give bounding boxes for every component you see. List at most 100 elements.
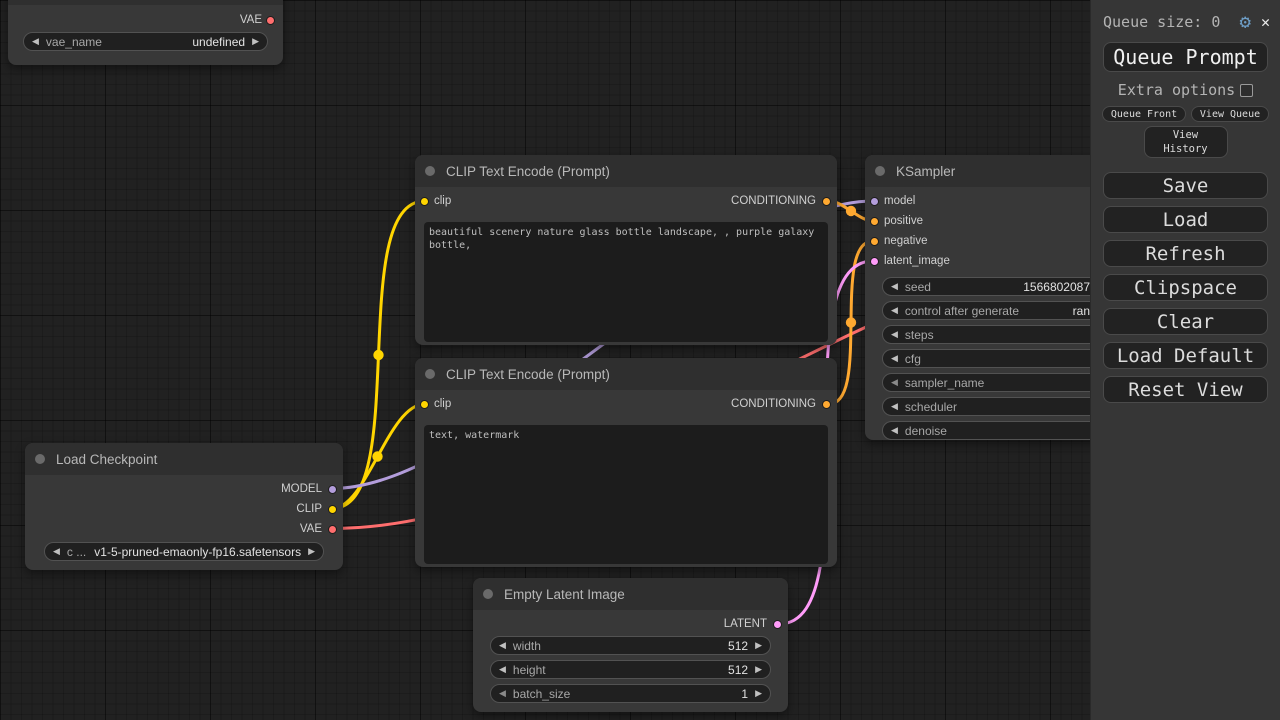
conditioning-output-slot[interactable] bbox=[822, 399, 831, 409]
increment-arrow-icon[interactable]: ▶ bbox=[252, 36, 259, 46]
prompt-textarea[interactable]: text, watermark bbox=[424, 425, 828, 564]
increment-arrow-icon[interactable]: ▶ bbox=[755, 640, 762, 650]
latent-output-slot[interactable] bbox=[773, 619, 782, 629]
node-title-bar[interactable] bbox=[8, 0, 283, 5]
widget-value: 1566802087 bbox=[1023, 279, 1090, 294]
decrement-arrow-icon[interactable]: ◀ bbox=[32, 36, 39, 46]
load-button[interactable]: Load bbox=[1103, 206, 1268, 233]
collapse-dot[interactable] bbox=[425, 369, 435, 379]
widget-label: cfg bbox=[904, 351, 921, 366]
vae-output-slot[interactable] bbox=[266, 15, 275, 25]
prompt-textarea[interactable]: beautiful scenery nature glass bottle la… bbox=[424, 222, 828, 342]
negative-input-slot[interactable] bbox=[870, 236, 879, 246]
slot-row: model bbox=[865, 191, 1165, 211]
clear-button[interactable]: Clear bbox=[1103, 308, 1268, 335]
conditioning-output-slot[interactable] bbox=[822, 196, 831, 206]
vae-output-slot[interactable] bbox=[328, 524, 337, 534]
node-title-bar[interactable]: Load Checkpoint bbox=[25, 443, 343, 475]
slot-row: CLIP bbox=[25, 499, 343, 519]
widget-denoise[interactable]: ◀ denoise bbox=[882, 421, 1148, 440]
decrement-arrow-icon[interactable]: ◀ bbox=[891, 305, 898, 315]
save-button[interactable]: Save bbox=[1103, 172, 1268, 199]
increment-arrow-icon[interactable]: ▶ bbox=[308, 546, 315, 556]
widget-height[interactable]: ◀ height 512 ▶ bbox=[490, 660, 771, 679]
widget-steps[interactable]: ◀ steps bbox=[882, 325, 1148, 344]
load-checkpoint-node[interactable]: Load Checkpoint MODEL CLIP VAE ◀ c ... v… bbox=[25, 443, 343, 570]
clip-output-slot[interactable] bbox=[328, 504, 337, 514]
collapse-dot[interactable] bbox=[875, 166, 885, 176]
slot-row: VAE bbox=[25, 519, 343, 539]
clipspace-button[interactable]: Clipspace bbox=[1103, 274, 1268, 301]
node-title-bar[interactable]: CLIP Text Encode (Prompt) bbox=[415, 358, 837, 390]
widget-batch-size[interactable]: ◀ batch_size 1 ▶ bbox=[490, 684, 771, 703]
positive-prompt-node[interactable]: CLIP Text Encode (Prompt) clip CONDITION… bbox=[415, 155, 837, 345]
collapse-dot[interactable] bbox=[425, 166, 435, 176]
view-history-button[interactable]: View History bbox=[1143, 126, 1228, 158]
node-title-bar[interactable]: Empty Latent Image bbox=[473, 578, 788, 610]
model-input-slot[interactable] bbox=[870, 196, 879, 206]
widget-vae-name[interactable]: ◀ vae_name undefined ▶ bbox=[23, 32, 268, 51]
decrement-arrow-icon[interactable]: ◀ bbox=[891, 329, 898, 339]
latent-image-input-label: latent_image bbox=[884, 255, 950, 267]
decrement-arrow-icon[interactable]: ◀ bbox=[891, 425, 898, 435]
decrement-arrow-icon[interactable]: ◀ bbox=[891, 353, 898, 363]
clip-input-slot[interactable] bbox=[420, 399, 429, 409]
node-title-bar[interactable]: CLIP Text Encode (Prompt) bbox=[415, 155, 837, 187]
widget-sampler-name[interactable]: ◀ sampler_name bbox=[882, 373, 1148, 392]
decrement-arrow-icon[interactable]: ◀ bbox=[891, 401, 898, 411]
extra-options-row: Extra options bbox=[1091, 81, 1280, 99]
widget-label: scheduler bbox=[904, 399, 957, 414]
queue-front-button[interactable]: Queue Front bbox=[1102, 106, 1187, 122]
model-output-slot[interactable] bbox=[328, 484, 337, 494]
decrement-arrow-icon[interactable]: ◀ bbox=[53, 546, 60, 556]
latent-image-input-slot[interactable] bbox=[870, 256, 879, 266]
settings-gear-icon[interactable]: ⚙ bbox=[1239, 10, 1251, 33]
view-history-line1: View bbox=[1172, 128, 1199, 141]
empty-latent-node[interactable]: Empty Latent Image LATENT ◀ width 512 ▶ … bbox=[473, 578, 788, 712]
widget-label: c ... bbox=[66, 544, 87, 559]
model-output-label: MODEL bbox=[281, 483, 322, 495]
extra-options-label: Extra options bbox=[1117, 81, 1236, 99]
positive-input-slot[interactable] bbox=[870, 216, 879, 226]
collapse-dot[interactable] bbox=[483, 589, 493, 599]
view-history-line2: History bbox=[1163, 143, 1208, 155]
queue-size-label: Queue size: 0 bbox=[1103, 13, 1221, 31]
widget-ckpt-name[interactable]: ◀ c ... v1-5-pruned-emaonly-fp16.safeten… bbox=[44, 542, 324, 561]
decrement-arrow-icon[interactable]: ◀ bbox=[891, 377, 898, 387]
node-title: CLIP Text Encode (Prompt) bbox=[446, 163, 610, 179]
widget-label: control after generate bbox=[904, 303, 1019, 318]
conditioning-output-label: CONDITIONING bbox=[731, 195, 816, 207]
clip-input-label: clip bbox=[434, 398, 452, 410]
increment-arrow-icon[interactable]: ▶ bbox=[755, 664, 762, 674]
widget-cfg[interactable]: ◀ cfg bbox=[882, 349, 1148, 368]
widget-seed[interactable]: ◀ seed 1566802087 bbox=[882, 277, 1148, 296]
decrement-arrow-icon[interactable]: ◀ bbox=[499, 664, 506, 674]
queue-prompt-button[interactable]: Queue Prompt bbox=[1103, 42, 1268, 72]
extra-options-checkbox[interactable] bbox=[1240, 83, 1254, 97]
widget-control-after-generate[interactable]: ◀ control after generate ran bbox=[882, 301, 1148, 320]
widget-scheduler[interactable]: ◀ scheduler bbox=[882, 397, 1148, 416]
node-title: Empty Latent Image bbox=[504, 586, 625, 602]
widget-label: batch_size bbox=[512, 686, 571, 701]
conditioning-output-label: CONDITIONING bbox=[731, 398, 816, 410]
refresh-button[interactable]: Refresh bbox=[1103, 240, 1268, 267]
vae-loader-node[interactable]: VAE ◀ vae_name undefined ▶ bbox=[8, 0, 283, 65]
decrement-arrow-icon[interactable]: ◀ bbox=[499, 688, 506, 698]
increment-arrow-icon[interactable]: ▶ bbox=[755, 688, 762, 698]
vae-output-label: VAE bbox=[239, 14, 262, 26]
slot-row: MODEL bbox=[25, 479, 343, 499]
slot-row: clip CONDITIONING bbox=[415, 394, 837, 414]
close-icon[interactable]: ✕ bbox=[1260, 12, 1270, 31]
clip-input-slot[interactable] bbox=[420, 196, 429, 206]
widget-label: sampler_name bbox=[904, 375, 985, 390]
view-queue-button[interactable]: View Queue bbox=[1191, 106, 1270, 122]
slot-row: positive bbox=[865, 211, 1165, 231]
collapse-dot[interactable] bbox=[35, 454, 45, 464]
menu-header: Queue size: 0 ⚙ ✕ bbox=[1091, 0, 1280, 34]
decrement-arrow-icon[interactable]: ◀ bbox=[891, 281, 898, 291]
load-default-button[interactable]: Load Default bbox=[1103, 342, 1268, 369]
negative-prompt-node[interactable]: CLIP Text Encode (Prompt) clip CONDITION… bbox=[415, 358, 837, 567]
widget-width[interactable]: ◀ width 512 ▶ bbox=[490, 636, 771, 655]
decrement-arrow-icon[interactable]: ◀ bbox=[499, 640, 506, 650]
reset-view-button[interactable]: Reset View bbox=[1103, 376, 1268, 403]
